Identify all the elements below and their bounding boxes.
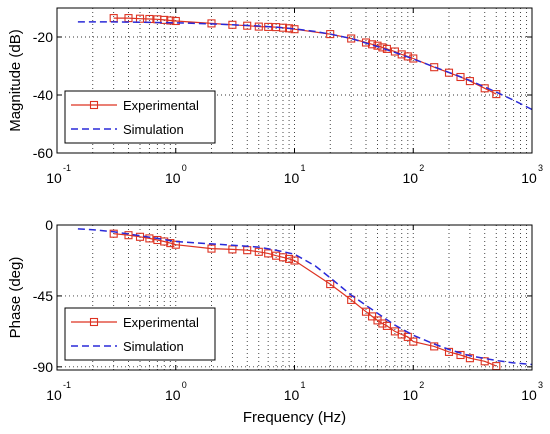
x-tick-label: 10 <box>402 170 418 186</box>
x-tick-exponent: -1 <box>63 380 71 390</box>
x-tick-label: 10 <box>402 387 418 403</box>
legend: Experimental Simulation <box>64 307 216 361</box>
x-tick-label: 10 <box>165 387 181 403</box>
experimental-point <box>378 319 387 328</box>
experimental-point <box>444 68 454 77</box>
experimental-point <box>456 72 465 82</box>
experimental-point <box>382 321 391 330</box>
experimental-point <box>326 280 335 289</box>
x-tick-label: 10 <box>46 170 62 186</box>
experimental-point <box>444 347 454 356</box>
x-tick-exponent: 0 <box>182 163 187 173</box>
legend-marker <box>89 100 99 110</box>
x-tick-exponent: -1 <box>63 163 71 173</box>
experimental-point <box>465 77 474 86</box>
y-tick-label: 0 <box>45 217 53 233</box>
y-axis-label: Phase (deg) <box>7 257 24 339</box>
simulation-line <box>77 21 533 111</box>
legend-label: Experimental <box>123 98 199 113</box>
legend-label: Experimental <box>123 315 199 330</box>
y-tick-label: -90 <box>33 359 53 375</box>
x-tick-label: 10 <box>165 170 181 186</box>
x-tick-label: 10 <box>46 387 62 403</box>
legend-box <box>64 307 216 361</box>
experimental-point <box>171 240 180 249</box>
y-tick-label: -60 <box>33 145 53 161</box>
experimental-point <box>397 50 406 59</box>
x-tick-exponent: 3 <box>538 380 543 390</box>
experimental-point <box>278 253 288 262</box>
experimental-point <box>124 231 133 240</box>
experimental-point <box>160 237 169 246</box>
experimental-point <box>480 357 489 366</box>
experimental-point <box>109 229 118 238</box>
experimental-point <box>135 14 145 23</box>
experimental-point <box>254 22 263 31</box>
experimental-point <box>430 63 439 72</box>
experimental-point <box>290 256 299 265</box>
x-tick-label: 10 <box>284 387 300 403</box>
x-axis-label: Frequency (Hz) <box>243 409 346 426</box>
experimental-point <box>361 307 371 316</box>
y-tick-label: -45 <box>33 288 53 304</box>
experimental-point <box>465 354 474 363</box>
x-tick-exponent: 2 <box>419 163 424 173</box>
x-tick-exponent: 0 <box>182 380 187 390</box>
experimental-point <box>166 16 175 25</box>
experimental-point <box>456 350 465 360</box>
experimental-point <box>145 234 154 243</box>
x-tick-label: 10 <box>284 170 300 186</box>
experimental-point <box>430 342 439 351</box>
legend-box <box>64 90 216 144</box>
y-axis-label: Magnitude (dB) <box>7 29 24 132</box>
experimental-point <box>171 16 180 26</box>
experimental-point <box>264 249 273 258</box>
x-tick-exponent: 2 <box>419 380 424 390</box>
x-tick-label: 10 <box>521 387 537 403</box>
experimental-point <box>166 239 175 248</box>
experimental-point <box>347 295 356 304</box>
x-tick-exponent: 1 <box>301 163 306 173</box>
x-tick-label: 10 <box>521 170 537 186</box>
y-tick-label: -40 <box>33 87 53 103</box>
y-tick-label: -20 <box>33 29 53 45</box>
legend-label: Simulation <box>123 339 184 354</box>
experimental-point <box>285 254 294 263</box>
legend: Experimental Simulation <box>64 90 216 144</box>
x-tick-exponent: 1 <box>301 380 306 390</box>
legend-label: Simulation <box>123 122 184 137</box>
experimental-point <box>403 332 412 341</box>
experimental-point <box>397 330 406 339</box>
experimental-point <box>160 15 169 24</box>
legend-marker <box>89 317 99 327</box>
experimental-point <box>409 337 418 346</box>
experimental-point <box>254 247 263 256</box>
experimental-point <box>207 244 216 253</box>
simulation-line <box>77 228 533 366</box>
x-tick-exponent: 3 <box>538 163 543 173</box>
